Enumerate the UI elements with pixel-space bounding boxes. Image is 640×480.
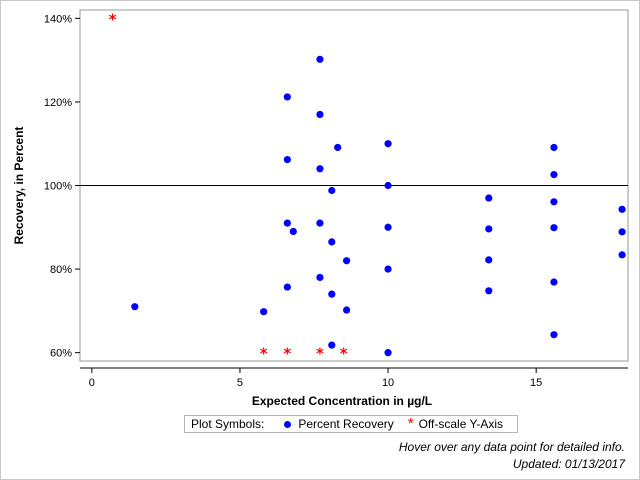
percent-recovery-point — [485, 225, 493, 233]
percent-recovery-point — [618, 228, 626, 236]
percent-recovery-point — [328, 341, 336, 349]
y-tick-label: 60% — [50, 348, 72, 360]
percent-recovery-point — [316, 165, 324, 173]
hover-hint: Hover over any data point for detailed i… — [398, 440, 625, 454]
x-axis-title: Expected Concentration in µg/L — [252, 394, 432, 408]
x-tick-label: 5 — [237, 377, 243, 389]
percent-recovery-point — [283, 93, 291, 101]
percent-recovery-point — [260, 308, 268, 316]
percent-recovery-point — [328, 290, 336, 298]
percent-recovery-point — [316, 273, 324, 282]
percent-recovery-point — [485, 256, 493, 264]
percent-recovery-point — [384, 223, 392, 231]
percent-recovery-point — [283, 155, 291, 164]
legend-label-off-scale: Off-scale Y-Axis — [418, 417, 504, 431]
y-tick-label: 100% — [44, 181, 72, 193]
percent-recovery-point — [550, 171, 558, 179]
percent-recovery-point — [334, 143, 342, 152]
percent-recovery-point — [342, 306, 351, 314]
percent-recovery-point — [316, 55, 324, 63]
percent-recovery-point — [384, 140, 392, 148]
percent-recovery-point — [550, 278, 558, 286]
percent-recovery-point — [328, 238, 336, 246]
percent-recovery-point — [618, 205, 626, 213]
y-axis-title: Recovery, in Percent — [12, 127, 26, 245]
legend-label-percent-recovery: Percent Recovery — [298, 417, 394, 431]
y-tick-label: 80% — [50, 264, 72, 276]
off-scale-point: * — [109, 10, 117, 28]
y-tick-label: 140% — [44, 13, 72, 25]
x-tick-label: 0 — [89, 377, 95, 389]
off-scale-point: * — [340, 345, 348, 363]
percent-recovery-point — [550, 198, 558, 206]
percent-recovery-point — [328, 186, 336, 195]
percent-recovery-point — [384, 349, 392, 357]
percent-recovery-point — [342, 257, 351, 265]
percent-recovery-point — [283, 219, 291, 227]
x-tick-label: 10 — [382, 377, 394, 389]
legend-title: Plot Symbols: — [191, 417, 265, 431]
percent-recovery-point — [485, 287, 493, 295]
off-scale-point: * — [283, 345, 291, 363]
legend-star-icon: * — [407, 415, 414, 432]
y-tick-label: 120% — [44, 97, 72, 109]
percent-recovery-point — [316, 219, 324, 227]
percent-recovery-point — [485, 194, 493, 202]
percent-recovery-point — [550, 224, 558, 232]
legend-dot-icon — [284, 420, 292, 428]
percent-recovery-point — [289, 227, 297, 236]
scatter-plot: 60% 80% 100% 120% 140% 0 5 10 15 Expected Concent… — [12, 9, 629, 408]
percent-recovery-point — [618, 251, 626, 259]
percent-recovery-point — [384, 181, 392, 190]
percent-recovery-point — [384, 265, 392, 273]
off-scale-point: * — [316, 345, 324, 363]
legend: Plot Symbols: Percent Recovery * Off-sca… — [184, 415, 518, 433]
percent-recovery-point — [550, 143, 558, 152]
percent-recovery-point — [550, 331, 558, 339]
x-tick-label: 15 — [530, 377, 542, 389]
percent-recovery-point — [283, 283, 291, 291]
updated-date: Updated: 01/13/2017 — [512, 457, 625, 471]
off-scale-point: * — [260, 345, 268, 363]
percent-recovery-point — [131, 303, 139, 311]
percent-recovery-point — [316, 110, 324, 119]
